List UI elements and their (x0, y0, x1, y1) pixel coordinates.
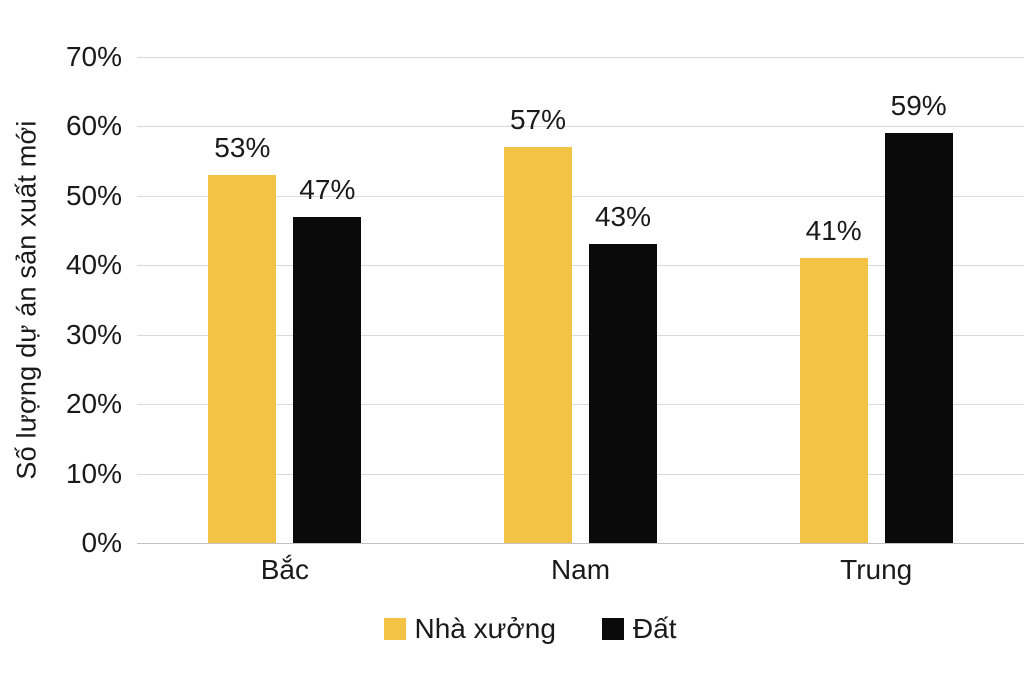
x-category-label: Bắc (260, 554, 309, 585)
bar-column: 47% (293, 57, 362, 543)
x-axis-labels: Bắc Nam Trung (137, 554, 1024, 586)
bar-Nam-Nhà xưởng (504, 147, 572, 543)
bar-Trung-Đất (884, 133, 953, 543)
gridline (137, 404, 1024, 406)
gridline (137, 57, 1024, 58)
y-tick-label: 10% (65, 457, 122, 489)
bar-groups: 53% 47% 57% 43% 41% 59% (137, 57, 1024, 543)
legend: Nhà xưởng Đất (18, 613, 1024, 645)
x-category-label: Nam (550, 554, 611, 585)
bar-Trung-Nhà xưởng (799, 258, 868, 543)
bar-value-label: 53% (214, 132, 271, 164)
y-tick-label: 50% (65, 179, 122, 211)
y-tick-label: 40% (65, 249, 122, 281)
gridline (137, 126, 1024, 128)
bar-Bắc-Đất (293, 216, 362, 543)
legend-label: Nhà xưởng (414, 613, 556, 644)
bar-group-2: 41% 59% (728, 57, 1024, 543)
bar-group-0: 53% 47% (137, 57, 433, 543)
bar-value-label: 59% (890, 90, 947, 122)
y-tick-label: 20% (65, 388, 122, 420)
gridline (137, 265, 1024, 267)
gridline (137, 334, 1024, 336)
bar-value-label: 41% (805, 215, 862, 247)
gridline (137, 195, 1024, 197)
bar-column: 43% (589, 57, 657, 543)
legend-item: Nhà xưởng (383, 613, 556, 645)
y-tick-label: 30% (65, 318, 122, 350)
bar-Nam-Đất (589, 244, 657, 543)
y-tick-label: 70% (65, 41, 122, 72)
y-tick-label: 60% (65, 110, 122, 142)
legend-label: Đất (632, 613, 677, 644)
legend-swatch-icon (383, 618, 406, 640)
y-tick-label: 0% (81, 527, 122, 558)
bar-group-1: 57% 43% (433, 57, 729, 543)
bar-column: 41% (799, 57, 868, 543)
y-axis-title: Số lượng dự án sản xuất mới (11, 120, 42, 480)
plot-area: 0% 10% 20% 30% 40% 50% 60% 70% 53% 47% 57% 43% 41% 5… (66, 41, 1024, 585)
legend-item: Đất (601, 613, 677, 645)
bar-column: 57% (504, 57, 572, 543)
bar-value-label: 47% (299, 173, 356, 205)
bar-value-label: 43% (594, 201, 652, 233)
gridline (137, 473, 1024, 475)
bar-column: 53% (208, 57, 277, 543)
x-axis-line (137, 543, 1024, 544)
bar-Bắc-Nhà xưởng (208, 175, 277, 543)
bar-value-label: 57% (509, 104, 567, 136)
legend-swatch-icon (601, 618, 624, 640)
x-category-label: Trung (840, 554, 913, 585)
bar-column: 59% (884, 57, 953, 543)
